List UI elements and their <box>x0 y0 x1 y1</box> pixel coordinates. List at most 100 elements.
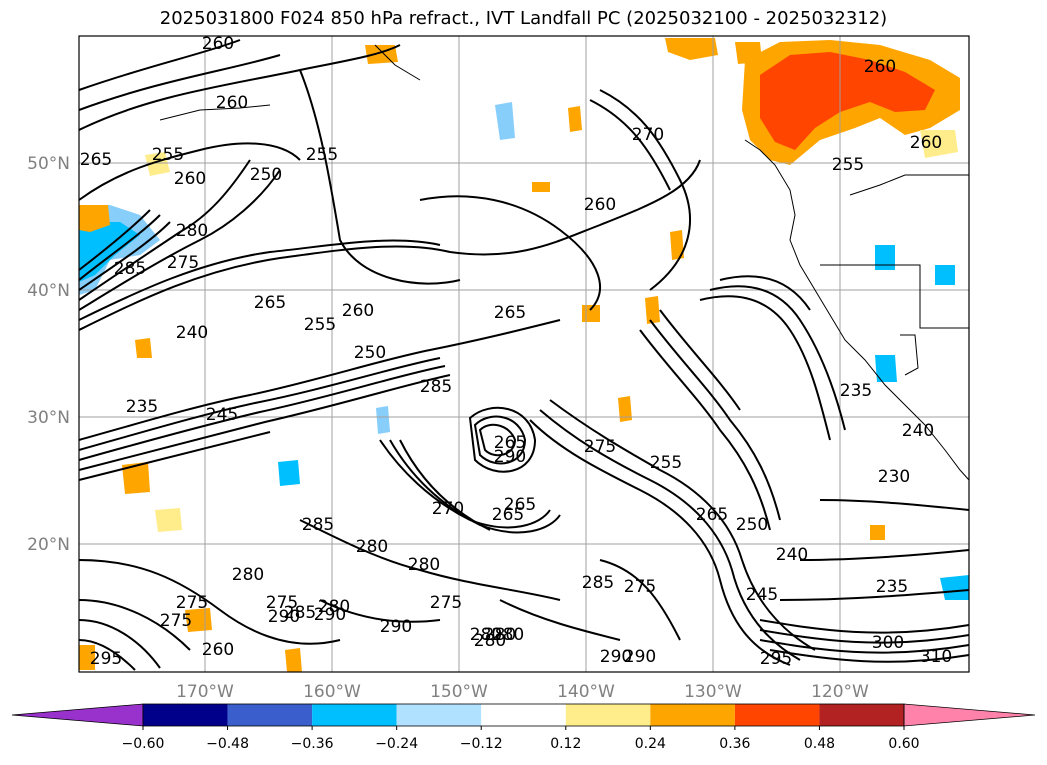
shade-blue-e3 <box>935 265 955 285</box>
refractivity-contours <box>78 39 970 671</box>
shade-blue-c1 <box>278 460 300 486</box>
colorbar-segment <box>565 704 651 726</box>
contour-label: 250 <box>736 515 768 535</box>
contour-label: 260 <box>216 93 248 113</box>
colorbar-tick-label: 0.60 <box>888 736 919 752</box>
shade-yellow-w1 <box>145 152 170 176</box>
shade-yellow-w4 <box>155 508 182 532</box>
contour-label: 255 <box>306 145 338 165</box>
contour-label: 260 <box>910 133 942 153</box>
contour-label: 285 <box>114 259 146 279</box>
contour-label: 275 <box>176 593 208 613</box>
contour-label: 275 <box>584 437 616 457</box>
colorbar-tick-label: −0.12 <box>460 736 503 752</box>
contour-label: 280 <box>232 565 264 585</box>
contour-label: 230 <box>878 467 910 487</box>
contour-label: 250 <box>250 165 282 185</box>
shade-orange-c3 <box>568 106 582 132</box>
longitude-label: 150°W <box>430 682 488 702</box>
longitude-labels: 170°W 160°W 150°W 140°W 130°W 120°W <box>176 682 869 702</box>
contour-label: 280 <box>474 631 506 651</box>
contour-label: 265 <box>492 505 524 525</box>
contour-label: 275 <box>430 593 462 613</box>
colorbar-segment <box>396 704 482 726</box>
contour-label: 260 <box>174 169 206 189</box>
colorbar-tick-label: 0.36 <box>719 736 750 752</box>
contour-label: 265 <box>254 293 286 313</box>
contour-label: 290 <box>314 605 346 625</box>
colorbar-tick-label: 0.24 <box>635 736 666 752</box>
contour-label: 285 <box>302 515 334 535</box>
contour-label: 250 <box>354 343 386 363</box>
shade-orange-w3 <box>122 462 150 494</box>
contour-label: 310 <box>920 647 952 667</box>
contour-label: 240 <box>176 323 208 343</box>
contour-label: 270 <box>632 125 664 145</box>
latitude-label: 20°N <box>27 535 70 555</box>
longitude-label: 160°W <box>303 682 361 702</box>
contour-label: 260 <box>584 195 616 215</box>
contour-label: 265 <box>696 505 728 525</box>
contour-label: 245 <box>746 585 778 605</box>
contour-label: 275 <box>160 611 192 631</box>
map-background <box>79 36 969 672</box>
contour-label: 270 <box>432 499 464 519</box>
contour-label: 290 <box>600 647 632 667</box>
colorbar-segment <box>819 704 904 726</box>
contour-label: 255 <box>304 315 336 335</box>
contour-label: 290 <box>494 447 526 467</box>
shade-orange-e4 <box>870 525 885 540</box>
contour-label: 290 <box>624 647 656 667</box>
contour-label: 280 <box>318 597 350 617</box>
colorbar-segment <box>312 704 397 726</box>
contour-label: 280 <box>470 625 502 645</box>
shade-lightblue-c9 <box>376 406 390 434</box>
colorbar-tick-label: −0.48 <box>206 736 249 752</box>
shade-orange-w2 <box>135 338 152 358</box>
contour-label: 260 <box>864 57 896 77</box>
longitude-label: 140°W <box>557 682 615 702</box>
contour-label: 235 <box>126 397 158 417</box>
map-panel <box>78 35 970 673</box>
colorbar-tick-label: −0.36 <box>291 736 334 752</box>
contour-label: 265 <box>494 303 526 323</box>
contour-label: 280 <box>356 537 388 557</box>
contour-label: 255 <box>650 453 682 473</box>
contour-label: 265 <box>80 150 112 170</box>
contour-label: 285 <box>420 377 452 397</box>
shade-lightblue-c2 <box>495 102 515 140</box>
colorbar-tick-label: −0.60 <box>122 736 165 752</box>
longitude-label: 170°W <box>176 682 234 702</box>
contour-label: 255 <box>832 155 864 175</box>
colorbar-segment <box>227 704 313 726</box>
contour-label: 280 <box>484 625 516 645</box>
shade-orange-s <box>285 648 302 672</box>
contour-label: 275 <box>167 253 199 273</box>
shade-orange-w <box>79 205 110 232</box>
map-frame <box>78 35 970 673</box>
contour-label: 245 <box>206 405 238 425</box>
colorbar-segment <box>734 704 820 726</box>
latitude-labels: 50°N 40°N 30°N 20°N <box>27 154 70 555</box>
shade-orange-top2 <box>735 42 762 64</box>
coastlines <box>159 44 970 481</box>
colorbar-tick-label: −0.24 <box>375 736 418 752</box>
shade-red-nw <box>760 52 935 150</box>
latitude-label: 50°N <box>27 154 70 174</box>
shade-orange-c8 <box>618 396 632 422</box>
colorbar-extend-high <box>903 703 1036 727</box>
shade-orange-top <box>665 38 718 60</box>
contour-label: 295 <box>760 649 792 669</box>
contour-label: 235 <box>840 381 872 401</box>
contour-label: 260 <box>202 640 234 660</box>
contour-label: 240 <box>902 421 934 441</box>
contour-label: 280 <box>176 221 208 241</box>
colorbar-segment <box>143 704 228 726</box>
colorbar-segment <box>481 704 566 726</box>
longitude-label: 120°W <box>811 682 869 702</box>
shade-orange-c4 <box>532 182 550 192</box>
latitude-label: 40°N <box>27 281 70 301</box>
contour-label: 275 <box>266 593 298 613</box>
shade-orange-sw <box>79 645 95 670</box>
